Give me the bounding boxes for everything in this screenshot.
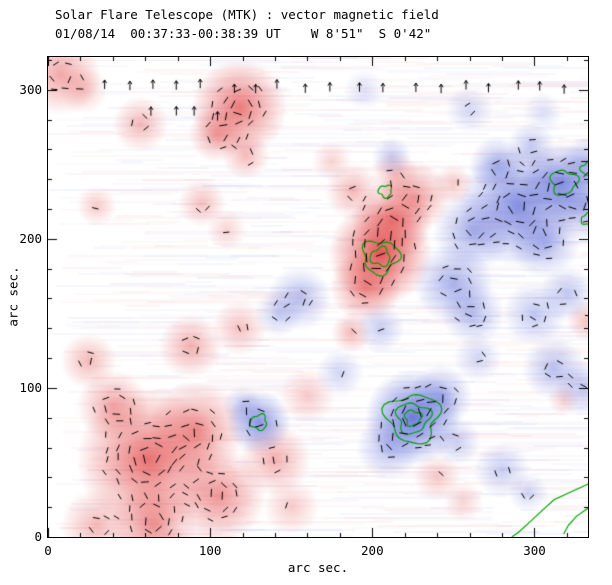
- y-tick-label: 0: [34, 529, 42, 544]
- plot-subtitle: 01/08/14 00:37:33-00:38:39 UT W 8'51" S …: [55, 26, 432, 41]
- x-tick-label: 300: [523, 543, 546, 558]
- x-tick-label: 0: [44, 543, 52, 558]
- y-tick-label: 300: [19, 81, 42, 97]
- magnetogram-canvas: [47, 56, 589, 538]
- x-tick-label: 100: [198, 543, 222, 558]
- y-tick-label: 200: [19, 230, 42, 246]
- x-axis-label: arc sec.: [287, 560, 349, 575]
- plot-title: Solar Flare Telescope (MTK) : vector mag…: [55, 7, 439, 22]
- y-tick-label: 100: [19, 379, 42, 395]
- x-tick-label: 200: [361, 543, 384, 558]
- y-axis-label: arc sec.: [5, 266, 21, 327]
